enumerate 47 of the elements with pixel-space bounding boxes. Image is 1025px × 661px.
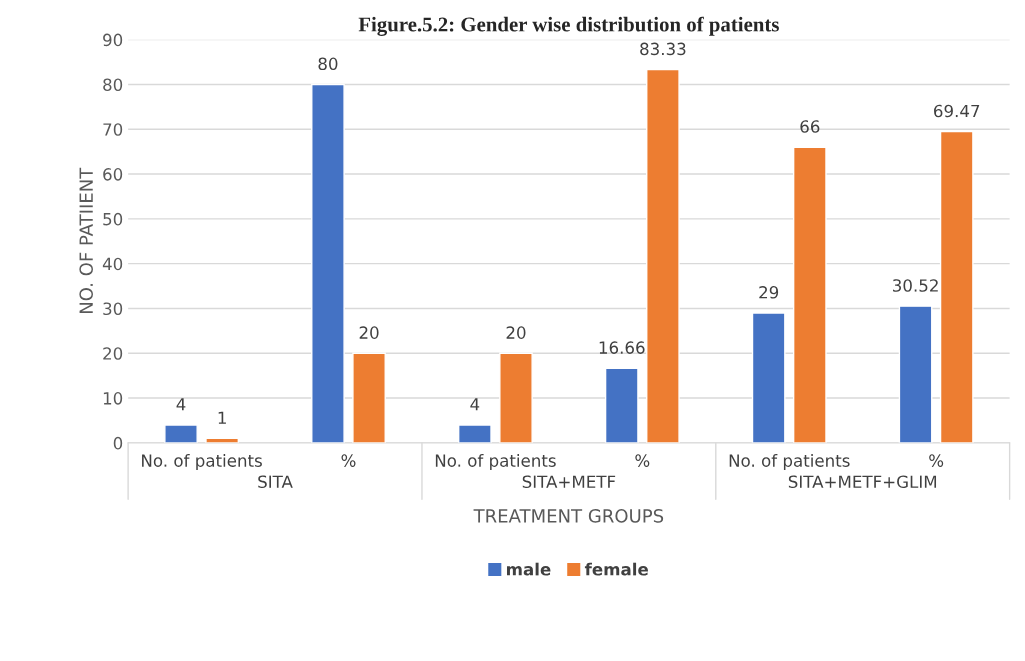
y-axis-title: NO. OF PATIIENT xyxy=(79,167,93,314)
data-label: 80 xyxy=(318,57,338,71)
legend-label: male xyxy=(507,562,551,576)
data-label: 16.66 xyxy=(599,341,645,354)
x-tick-label: % xyxy=(341,454,356,467)
y-tick-label: 20 xyxy=(103,347,123,360)
x-tick-label: No. of patients xyxy=(729,453,850,471)
data-label: 69.47 xyxy=(934,104,980,118)
data-label: 66 xyxy=(800,120,820,133)
data-label: 83.33 xyxy=(640,42,686,56)
data-label: 30.52 xyxy=(893,279,938,292)
x-tick-label: % xyxy=(635,454,650,467)
data-label: 4 xyxy=(176,398,186,411)
text: SITA+METF+GLIM xyxy=(788,475,937,489)
bar xyxy=(499,352,533,443)
x-tick-label: No. of patients xyxy=(142,453,262,471)
x-tick-label: % xyxy=(929,454,944,467)
bar xyxy=(898,305,933,443)
bar xyxy=(751,312,786,443)
legend-label: female xyxy=(584,562,648,576)
y-tick-label: 70 xyxy=(103,123,123,136)
bar xyxy=(457,424,492,443)
y-tick-label: 90 xyxy=(103,33,123,47)
bar xyxy=(792,146,827,443)
bar xyxy=(646,68,680,443)
data-label: 29 xyxy=(759,286,779,299)
text: SITA+METF xyxy=(522,475,616,489)
y-tick-label: 30 xyxy=(103,302,123,316)
data-label: 20 xyxy=(359,326,379,339)
bar xyxy=(164,424,198,443)
y-tick-label: 40 xyxy=(102,257,123,271)
x-tick-label: No. of patients xyxy=(435,453,556,471)
y-tick-label: 0 xyxy=(113,436,123,450)
bar xyxy=(939,130,974,443)
bar xyxy=(352,352,386,443)
y-tick-label: 60 xyxy=(103,168,123,181)
data-label: 20 xyxy=(506,326,526,339)
y-tick-label: 10 xyxy=(103,392,123,405)
bar xyxy=(604,367,639,443)
bar xyxy=(311,83,345,443)
chart-title: Figure.5.2: Gender wise distribution of patients xyxy=(358,16,779,36)
data-label: 1 xyxy=(218,411,226,424)
y-tick-label: 50 xyxy=(103,212,123,226)
x-axis-title: TREATMENT GROUPS xyxy=(473,509,664,523)
y-tick-label: 80 xyxy=(103,78,123,92)
data-label: 4 xyxy=(470,398,480,411)
text: SITA xyxy=(258,475,293,489)
